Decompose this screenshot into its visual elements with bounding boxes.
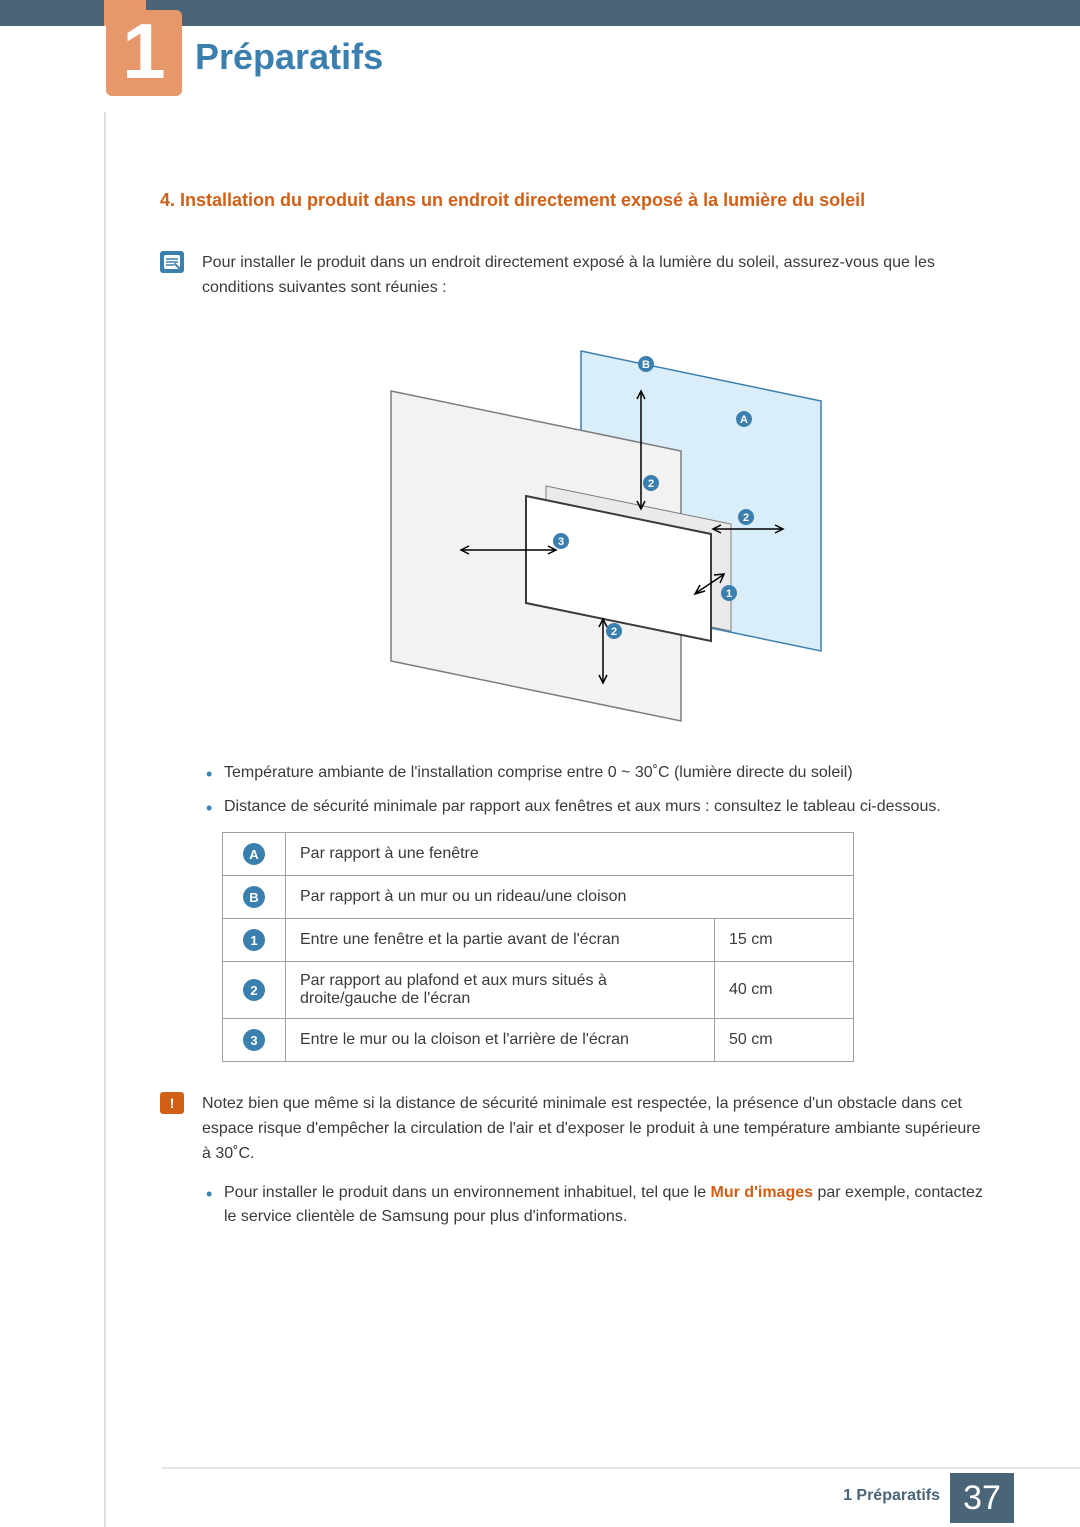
marker-3-icon: 3 (243, 1029, 265, 1051)
marker-1-icon: 1 (243, 929, 265, 951)
table-row: 2 Par rapport au plafond et aux murs sit… (223, 962, 854, 1019)
warning-icon: ! (160, 1092, 184, 1114)
clearance-table: A Par rapport à une fenêtre B Par rappor… (222, 832, 854, 1062)
final-list: Pour installer le produit dans un enviro… (202, 1181, 990, 1231)
cell-text: Par rapport à un mur ou un rideau/une cl… (286, 876, 854, 919)
marker-b-icon: B (243, 886, 265, 908)
marker-2-icon: 2 (243, 979, 265, 1001)
install-diagram: B A 2 2 3 1 2 (202, 331, 990, 731)
svg-text:2: 2 (648, 478, 654, 490)
cell-text: Par rapport au plafond et aux murs situé… (286, 962, 715, 1019)
left-margin-rule (104, 112, 106, 1527)
list-item: Pour installer le produit dans un enviro… (202, 1181, 990, 1231)
marker-a-icon: A (243, 843, 265, 865)
chapter-tab: 1 (104, 6, 184, 101)
table-row: 1 Entre une fenêtre et la partie avant d… (223, 919, 854, 962)
section-heading: 4. Installation du produit dans un endro… (160, 190, 990, 211)
content-area: 4. Installation du produit dans un endro… (160, 190, 990, 1240)
footer-rule (162, 1467, 1080, 1469)
svg-text:2: 2 (743, 512, 749, 524)
cell-value: 40 cm (715, 962, 854, 1019)
cell-value: 50 cm (715, 1019, 854, 1062)
cell-text: Entre une fenêtre et la partie avant de … (286, 919, 715, 962)
intro-note: Pour installer le produit dans un endroi… (160, 251, 990, 301)
svg-text:2: 2 (611, 626, 617, 638)
list-item: Distance de sécurité minimale par rappor… (202, 795, 990, 820)
mur-images-label: Mur d'images (711, 1184, 814, 1201)
cell-value: 15 cm (715, 919, 854, 962)
info-icon (160, 251, 184, 273)
conditions-list: Température ambiante de l'installation c… (202, 761, 990, 821)
footer-text: 1 Préparatifs (843, 1487, 940, 1505)
svg-text:A: A (740, 414, 748, 426)
cell-text: Entre le mur ou la cloison et l'arrière … (286, 1019, 715, 1062)
svg-text:1: 1 (122, 7, 165, 95)
page-title: Préparatifs (195, 36, 383, 78)
table-row: B Par rapport à un mur ou un rideau/une … (223, 876, 854, 919)
warning-note: ! Notez bien que même si la distance de … (160, 1092, 990, 1166)
table-row: 3 Entre le mur ou la cloison et l'arrièr… (223, 1019, 854, 1062)
warning-text: Notez bien que même si la distance de sé… (202, 1092, 990, 1166)
list-item: Température ambiante de l'installation c… (202, 761, 990, 786)
cell-text: Par rapport à une fenêtre (286, 833, 854, 876)
page-number: 37 (950, 1473, 1014, 1523)
svg-text:1: 1 (726, 588, 732, 600)
intro-note-text: Pour installer le produit dans un endroi… (202, 251, 990, 301)
table-row: A Par rapport à une fenêtre (223, 833, 854, 876)
svg-text:B: B (642, 359, 650, 371)
final-pre: Pour installer le produit dans un enviro… (224, 1184, 711, 1201)
page-footer: 1 Préparatifs 37 (0, 1467, 1080, 1527)
svg-text:3: 3 (558, 536, 564, 548)
